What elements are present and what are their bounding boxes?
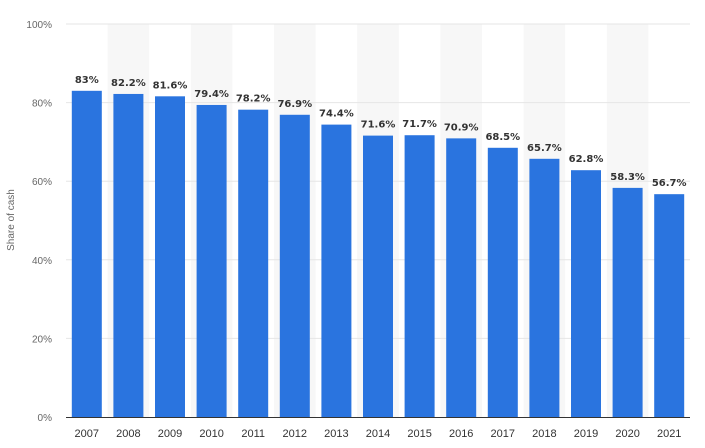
bar[interactable] [321,124,352,417]
data-label: 71.6% [361,120,396,131]
data-label: 81.6% [153,80,188,91]
bar[interactable] [404,135,435,417]
y-axis-title: Share of cash [6,189,17,251]
bar[interactable] [487,147,518,418]
bar[interactable] [446,138,477,417]
x-tick-label: 2010 [199,428,223,440]
y-axis-ticks: 0% 20% 40% 60% 80% 100% [26,20,52,424]
bar[interactable] [155,96,185,417]
data-label: 62.8% [569,154,604,165]
data-label: 82.2% [111,78,146,89]
x-tick-label: 2015 [407,428,431,440]
x-tick-label: 2012 [283,428,307,440]
bar[interactable] [363,135,393,417]
x-tick-label: 2017 [491,428,515,440]
x-tick-label: 2011 [241,428,265,440]
x-tick-label: 2020 [615,428,639,440]
bar[interactable] [279,114,310,418]
bar[interactable] [238,109,269,417]
data-labels: 83% 82.2% 81.6% 79.4% 78.2% 76.9% 74.4% 71.6% 71… [75,75,687,189]
bars [71,90,685,418]
data-label: 68.5% [485,132,520,143]
data-label: 74.4% [319,109,354,120]
y-tick-label: 20% [32,334,52,345]
bar[interactable] [196,104,227,417]
y-tick-label: 100% [26,20,52,31]
x-tick-label: 2016 [449,428,473,440]
x-axis-ticks: 2007 2008 2009 2010 2011 2012 2013 2014 2015 2016… [75,428,682,440]
y-tick-label: 80% [32,99,52,110]
x-tick-label: 2007 [75,428,99,440]
data-label: 58.3% [610,172,645,183]
data-label: 83% [75,75,99,86]
x-tick-label: 2018 [532,428,556,440]
data-label: 78.2% [236,94,271,105]
x-tick-label: 2009 [158,428,182,440]
data-label: 76.9% [277,99,312,110]
bar[interactable] [612,187,643,417]
data-label: 79.4% [194,89,229,100]
x-tick-label: 2008 [116,428,140,440]
y-tick-label: 60% [32,177,52,188]
bar[interactable] [571,170,601,417]
bar[interactable] [71,90,102,417]
x-tick-label: 2021 [657,428,681,440]
x-tick-label: 2019 [574,428,598,440]
data-label: 65.7% [527,143,562,154]
bar[interactable] [654,194,685,417]
x-tick-label: 2014 [366,428,390,440]
y-tick-label: 40% [32,256,52,267]
data-label: 56.7% [652,178,687,189]
y-tick-label: 0% [38,413,53,424]
bar[interactable] [529,158,560,417]
data-label: 71.7% [402,119,437,130]
x-tick-label: 2013 [324,428,348,440]
bar[interactable] [113,93,144,417]
data-label: 70.9% [444,122,479,133]
